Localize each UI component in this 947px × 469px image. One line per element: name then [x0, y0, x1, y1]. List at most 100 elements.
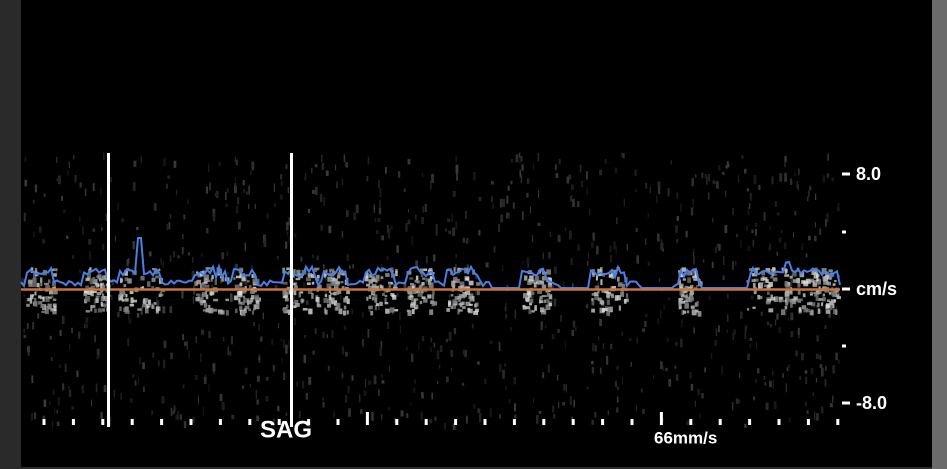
- speckle: [311, 168, 312, 174]
- speckle: [93, 183, 95, 191]
- speckle: [420, 301, 423, 304]
- speckle: [277, 256, 279, 259]
- speckle: [618, 282, 623, 286]
- speckle: [663, 305, 665, 310]
- speckle: [135, 380, 137, 385]
- speckle: [835, 353, 837, 361]
- speckle: [56, 178, 59, 181]
- speckle: [255, 204, 256, 209]
- speckle: [422, 278, 425, 280]
- speckle: [101, 296, 104, 301]
- speckle: [331, 281, 336, 286]
- speckle: [456, 165, 459, 174]
- speckle: [491, 181, 494, 185]
- speckle: [802, 243, 803, 250]
- speckle: [687, 311, 689, 314]
- speckle: [757, 295, 760, 300]
- speckle: [237, 295, 241, 298]
- speckle: [236, 276, 240, 279]
- speckle: [195, 336, 197, 343]
- speckle: [371, 412, 373, 421]
- speckle: [761, 312, 763, 316]
- speckle: [516, 154, 519, 162]
- speckle: [545, 325, 546, 328]
- speckle: [547, 293, 550, 297]
- speckle: [124, 284, 127, 287]
- speckle: [67, 170, 68, 176]
- speckle: [390, 307, 395, 312]
- speckle: [257, 400, 259, 405]
- speckle: [752, 279, 756, 282]
- speckle: [280, 195, 283, 200]
- speckle: [540, 296, 543, 300]
- speckle: [592, 293, 594, 296]
- speckle: [238, 298, 240, 302]
- speckle: [745, 330, 747, 339]
- speckle: [281, 358, 282, 364]
- speckle: [348, 386, 350, 394]
- speckle: [635, 169, 637, 176]
- speckle: [591, 242, 593, 249]
- speckle: [213, 363, 216, 371]
- speckle: [554, 299, 557, 307]
- speckle: [200, 300, 203, 305]
- speckle: [774, 274, 777, 276]
- speckle: [679, 306, 682, 310]
- speckle: [837, 294, 840, 299]
- speckle: [33, 200, 35, 204]
- speckle: [72, 255, 74, 259]
- speckle: [727, 294, 728, 299]
- speckle: [60, 330, 62, 336]
- speckle: [499, 342, 501, 351]
- speckle: [522, 211, 524, 219]
- speckle: [535, 276, 539, 281]
- speckle: [329, 295, 332, 300]
- speckle: [177, 411, 178, 419]
- speckle: [401, 410, 404, 416]
- speckle: [637, 255, 639, 263]
- speckle: [411, 297, 413, 301]
- speckle: [381, 235, 384, 240]
- speckle: [459, 309, 463, 311]
- speckle: [790, 313, 793, 321]
- speckle: [715, 340, 718, 345]
- speckle: [600, 368, 602, 374]
- speckle: [24, 335, 27, 338]
- speckle: [423, 269, 427, 271]
- speckle: [637, 338, 638, 344]
- speckle: [182, 334, 184, 340]
- speckle: [250, 171, 252, 176]
- speckle: [418, 342, 419, 349]
- speckle: [344, 326, 347, 330]
- speckle: [704, 368, 706, 373]
- speckle: [834, 299, 836, 302]
- speckle: [93, 229, 96, 232]
- speckle: [561, 315, 562, 322]
- speckle: [687, 277, 691, 283]
- speckle: [479, 197, 482, 201]
- speckle: [826, 213, 828, 222]
- speckle: [429, 419, 432, 423]
- speckle: [538, 153, 539, 161]
- speckle: [821, 302, 823, 306]
- speckle: [415, 379, 416, 384]
- speckle: [362, 312, 364, 318]
- speckle: [527, 178, 530, 184]
- speckle: [499, 364, 501, 372]
- speckle: [42, 239, 45, 243]
- speckle: [658, 318, 659, 323]
- speckle: [767, 292, 770, 295]
- speckle: [59, 365, 61, 369]
- speckle: [323, 402, 325, 408]
- speckle: [334, 278, 336, 280]
- speckle: [227, 272, 228, 275]
- speckle: [607, 300, 610, 305]
- speckle: [120, 296, 123, 299]
- speckle: [430, 279, 432, 282]
- speckle: [342, 179, 344, 185]
- speckle: [751, 295, 754, 299]
- scale-top-label: 8.0: [856, 164, 881, 184]
- speckle: [184, 342, 186, 346]
- speckle: [177, 255, 179, 258]
- speckle: [758, 185, 760, 190]
